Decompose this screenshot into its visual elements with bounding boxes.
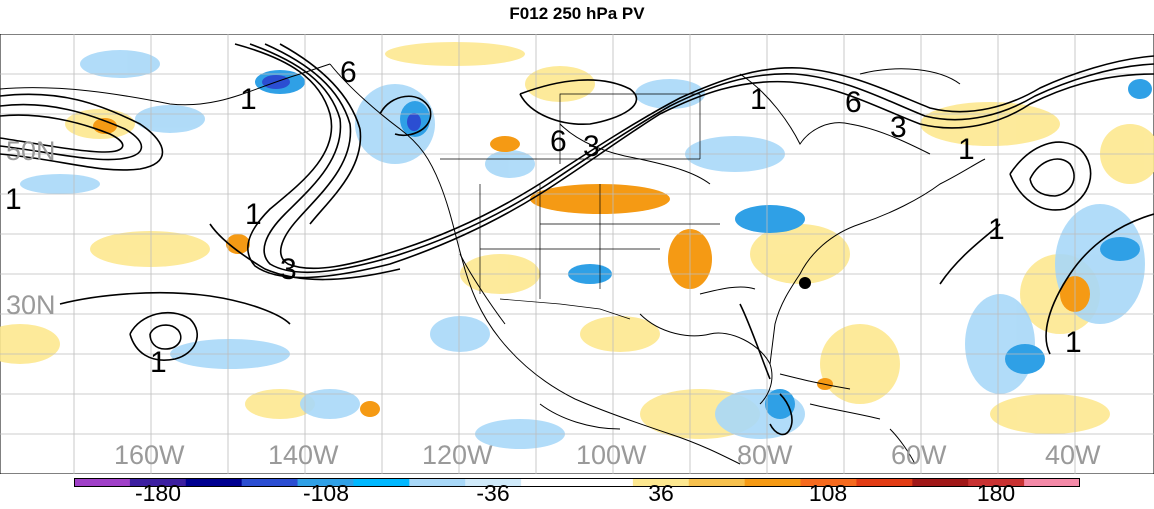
colorbar-segment [744,478,802,487]
lon-label-120w: 120W [422,440,493,470]
colorbar-segment [800,478,857,487]
colorbar-segment [521,478,578,487]
colorbar-segment [577,478,634,487]
contour-label: 1 [5,183,22,216]
colorbar-segment [465,478,522,487]
colorbar-tick-label: 108 [808,480,848,506]
colorbar-tick-label: 180 [976,480,1016,506]
colorbar-segment [241,478,299,487]
contour-label: 1 [240,83,257,116]
colorbar-tick-label: 36 [648,480,674,506]
colorbar-segment [353,478,410,487]
contour-label: 3 [280,253,297,286]
colorbar-segment [129,478,187,487]
colorbar-tick-label: -180 [134,480,182,506]
coastlines [0,63,986,465]
colorbar-segment [632,478,690,487]
colorbar-segment [1024,478,1080,487]
colorbar-segment [409,478,466,487]
contour-label: 6 [340,56,357,89]
political-borders [440,93,720,320]
lat-label-30n: 30N [6,290,56,320]
contour-label: 1 [150,346,167,379]
pv-map: 6 1 1 3 1 6 3 1 6 3 1 1 1 1 [0,34,1154,474]
colorbar-segment [912,478,969,487]
colorbar-tick-label: -36 [476,480,510,506]
contour-label: 6 [845,86,862,119]
colorbar-segment [74,478,131,487]
colorbar-segment [688,478,746,487]
colorbar-segment [856,478,913,487]
contour-label: 3 [583,130,600,163]
map-title: F012 250 hPa PV [509,4,645,23]
contour-label: 1 [750,83,767,116]
colorbar-segment [185,478,243,487]
contour-label: 6 [550,125,567,158]
contour-label: 1 [958,133,975,166]
lon-label-140w: 140W [268,440,339,470]
colorbar-segment [297,478,354,487]
lon-label-60w: 60W [891,440,947,470]
pv-contours [0,43,1154,436]
colorbar-tick-label: -108 [302,480,350,506]
lat-lon-grid [0,34,1154,474]
lon-label-40w: 40W [1045,440,1101,470]
contour-label: 3 [890,111,907,144]
lat-label-50n: 50N [6,136,56,166]
lon-label-100w: 100W [576,440,647,470]
contour-label: 1 [245,198,262,231]
lon-label-80w: 80W [737,440,793,470]
location-marker [799,277,811,289]
contour-label: 1 [1065,326,1082,359]
colorbar [74,478,1080,487]
colorbar-segment [968,478,1025,487]
colorbar-border [74,478,1080,487]
contour-label: 1 [988,213,1005,246]
lon-label-160w: 160W [114,440,185,470]
